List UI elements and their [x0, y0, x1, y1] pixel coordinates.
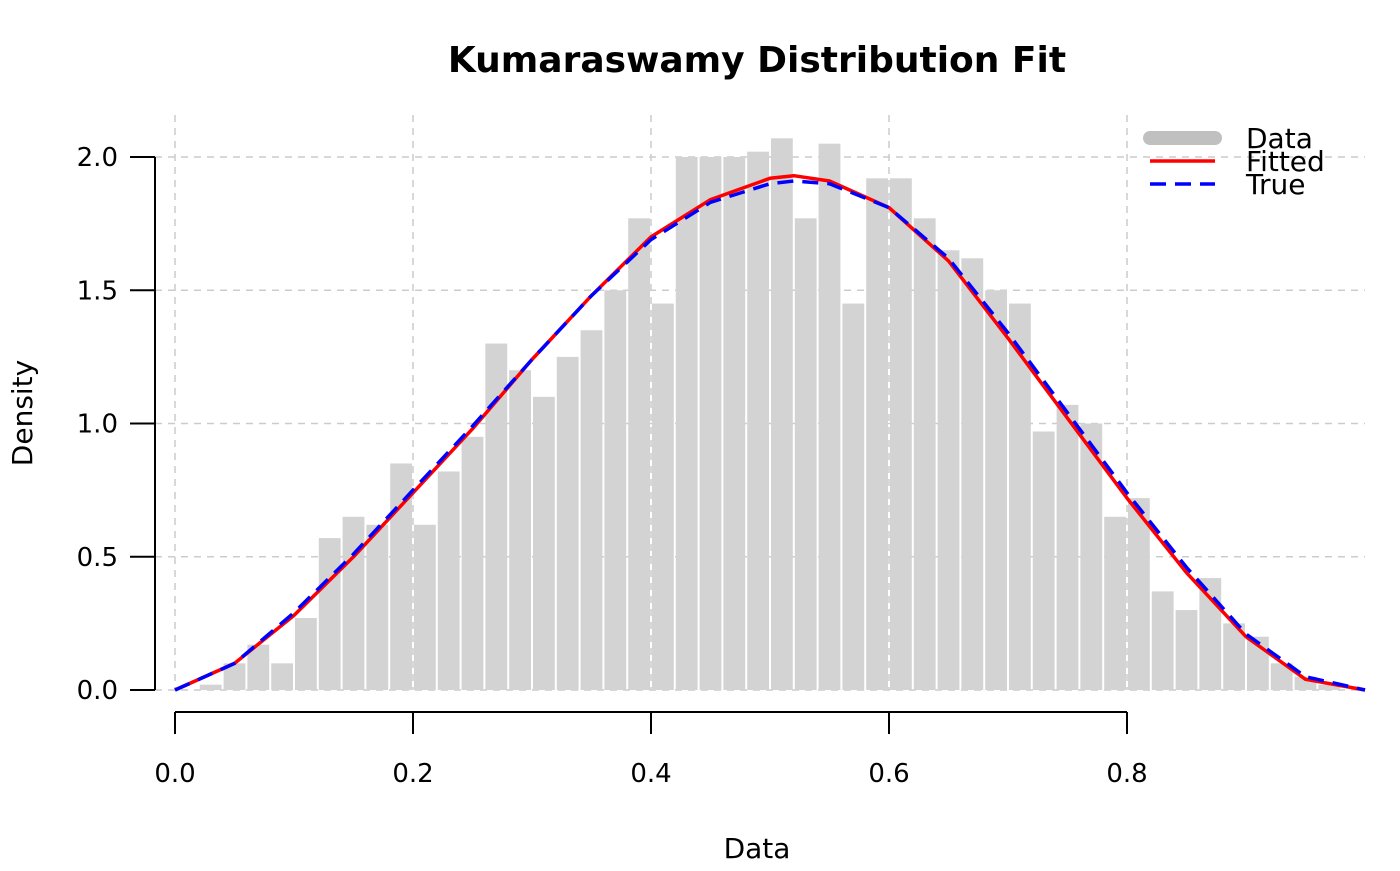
chart-title: Kumaraswamy Distribution Fit [448, 40, 1066, 81]
histogram-bar [295, 618, 317, 690]
axes: 0.0 0.5 1.0 1.5 2.0 0.0 0.2 0.4 0.6 0.8 [77, 143, 1148, 789]
histogram-bar [961, 258, 984, 690]
histogram-bar [247, 644, 270, 690]
histogram-bar [866, 178, 888, 690]
histogram-bar [1199, 578, 1222, 690]
histogram-bar [1175, 610, 1198, 690]
histogram-bar [1318, 684, 1341, 690]
histogram-bar [342, 516, 365, 690]
histogram-bar [1032, 431, 1055, 690]
histogram-bar [1104, 516, 1126, 690]
legend-label: Data [1246, 122, 1313, 155]
histogram-bar [771, 138, 793, 691]
histogram-bar [1151, 591, 1174, 690]
true-density-line [174, 179, 1366, 692]
histogram-bar [890, 178, 912, 690]
histogram-bar [533, 396, 555, 690]
histogram-bar [1223, 623, 1245, 690]
y-axis-label: Density [6, 360, 39, 466]
legend-label: Fitted [1246, 145, 1325, 178]
histogram-bar [461, 436, 484, 690]
histogram-bar [390, 463, 412, 690]
histogram-bar [1009, 303, 1031, 690]
histogram-bar [199, 684, 222, 690]
histogram-bar [580, 330, 603, 690]
histogram-bars [199, 138, 1341, 691]
histogram-bar [437, 471, 460, 690]
histogram-bar [1080, 423, 1103, 690]
histogram-bar [271, 663, 293, 690]
histogram-bar [723, 157, 746, 690]
x-axis-label: Data [724, 832, 791, 865]
histogram-bar [985, 290, 1007, 690]
histogram-bar [509, 370, 531, 690]
histogram-bar [652, 303, 674, 690]
histogram-bar [818, 143, 841, 691]
histogram-bar [937, 250, 960, 690]
y-tick-label: 1.5 [77, 276, 118, 306]
histogram-bar [747, 151, 769, 691]
x-tick-label: 0.2 [392, 759, 433, 789]
x-tick-label: 0.6 [868, 759, 909, 789]
histogram-bar [414, 524, 436, 690]
y-tick-label: 0.5 [77, 543, 118, 573]
histogram-bar [223, 663, 246, 690]
histogram-bar [1128, 498, 1150, 690]
histogram-bar [485, 343, 508, 690]
histogram-bar [675, 157, 698, 690]
histogram-bar [699, 157, 722, 690]
histogram-bar [1056, 404, 1079, 690]
x-tick-label: 0.0 [154, 759, 195, 789]
legend-label: True [1245, 168, 1305, 201]
y-tick-label: 1.0 [77, 410, 118, 440]
density-lines [174, 173, 1366, 692]
x-tick-label: 0.4 [630, 759, 671, 789]
x-tick-label: 0.8 [1106, 759, 1147, 789]
histogram-bar [842, 303, 865, 690]
histogram-bar [794, 218, 817, 691]
histogram-bar [1270, 663, 1293, 690]
histogram-bar [366, 524, 389, 690]
histogram-bar [913, 218, 936, 691]
histogram-bar [604, 290, 627, 690]
fitted-density-line [174, 173, 1366, 692]
histogram-bar [556, 356, 579, 690]
histogram-bar [628, 218, 650, 691]
y-tick-label: 2.0 [77, 143, 118, 173]
y-tick-label: 0.0 [77, 676, 118, 706]
histogram-bar [318, 538, 341, 690]
